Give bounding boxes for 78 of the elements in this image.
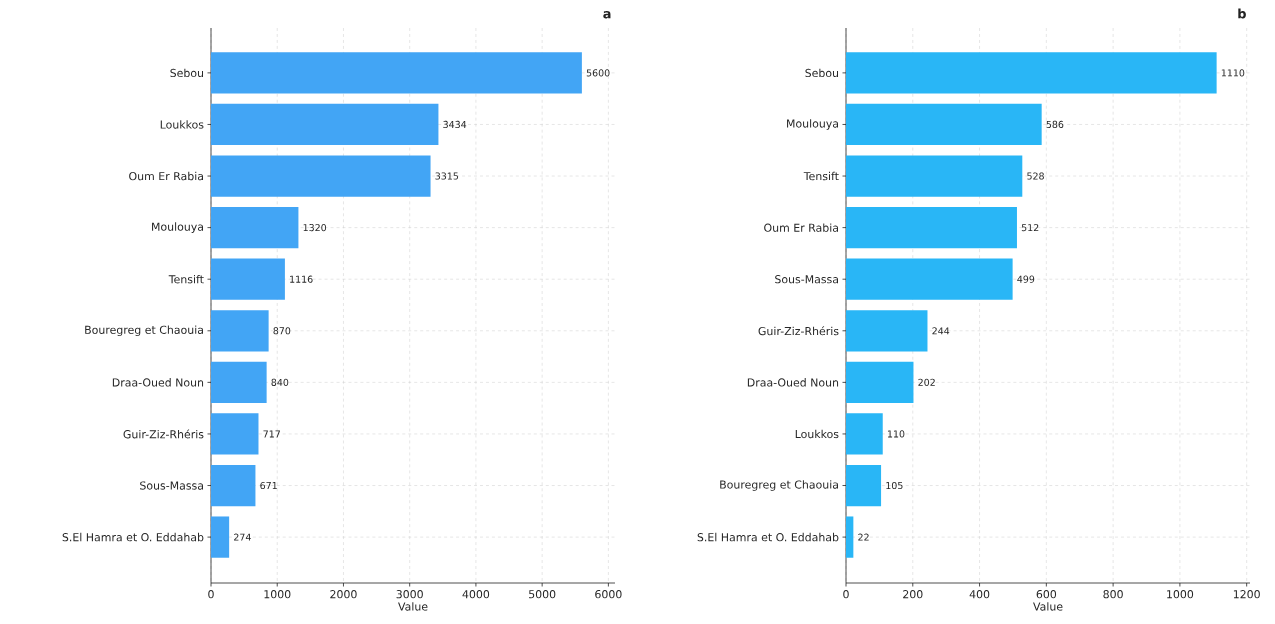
bar: [846, 52, 1217, 94]
bar: [211, 464, 256, 507]
data-label: 5600: [586, 69, 610, 77]
x-tick-label: 1000: [264, 590, 291, 599]
bar: [846, 310, 928, 352]
data-label: 717: [263, 430, 280, 438]
y-tick-label: Sous-Massa: [775, 275, 838, 284]
x-tick-label: 6000: [595, 590, 622, 599]
y-tick-label: S.El Hamra et O. Eddahab: [62, 532, 204, 542]
bar: [846, 516, 854, 558]
bar: [846, 413, 883, 455]
data-label: 870: [273, 327, 291, 335]
bar: [211, 413, 259, 455]
bar: [211, 361, 267, 403]
y-tick-label: Moulouya: [152, 222, 203, 233]
y-tick-label: Tensift: [168, 274, 204, 284]
y-tick-label: Guir-Ziz-Rhéris: [123, 429, 204, 439]
data-label: 22: [858, 533, 869, 541]
data-label: 202: [918, 378, 935, 386]
data-label: 105: [886, 481, 903, 490]
data-label: 499: [1017, 275, 1035, 283]
bar: [846, 206, 1017, 249]
y-tick-label: Sous-Massa: [140, 481, 203, 490]
y-tick-label: Sebou: [170, 68, 203, 78]
data-label: 274: [234, 533, 251, 541]
data-label: 110: [887, 430, 905, 438]
bar: [846, 103, 1042, 146]
x-tick-label: 800: [1103, 590, 1123, 599]
data-label: 3434: [443, 120, 467, 129]
bar: [846, 361, 914, 403]
data-label: 586: [1046, 120, 1064, 129]
x-tick-label: 0: [843, 590, 849, 599]
y-tick-label: Oum Er Rabia: [129, 171, 203, 181]
y-tick-label: Sebou: [805, 68, 838, 78]
chart-title: b: [1238, 8, 1246, 19]
x-tick-label: 2000: [330, 590, 357, 599]
bar: [211, 258, 285, 300]
data-label: 1320: [303, 224, 327, 232]
x-tick-label: 600: [1036, 590, 1057, 599]
data-label: 1116: [290, 275, 313, 283]
x-tick-label: 0: [208, 590, 214, 599]
y-tick-label: Draa-Oued Noun: [112, 378, 204, 387]
y-tick-label: Guir-Ziz-Rhéris: [758, 326, 839, 336]
bar: [211, 310, 269, 352]
bar: [211, 52, 582, 94]
y-tick-label: Loukkos: [795, 429, 839, 439]
x-tick-label: 200: [903, 590, 923, 599]
y-tick-label: S.El Hamra et O. Eddahab: [697, 532, 839, 542]
bar: [211, 103, 439, 146]
data-label: 512: [1021, 224, 1039, 232]
y-tick-label: Bouregreg et Chaouia: [720, 480, 838, 491]
data-label: 244: [932, 327, 950, 335]
y-tick-label: Oum Er Rabia: [764, 223, 838, 232]
x-tick-label: 4000: [462, 590, 490, 599]
data-label: 528: [1027, 172, 1044, 180]
bar: [211, 206, 299, 249]
bar: [211, 516, 230, 558]
x-axis-title: Value: [1033, 602, 1063, 611]
bar: [846, 258, 1013, 300]
x-tick-label: 1200: [1233, 590, 1260, 599]
data-label: 840: [271, 378, 289, 386]
x-axis-title: Value: [398, 602, 428, 611]
bar: [846, 155, 1023, 197]
y-tick-label: Tensift: [803, 171, 839, 181]
y-tick-label: Loukkos: [160, 120, 204, 129]
x-tick-label: 1000: [1167, 590, 1194, 599]
bar: [211, 155, 431, 197]
data-label: 3315: [435, 172, 459, 180]
y-tick-label: Bouregreg et Chaouia: [85, 325, 203, 337]
y-tick-label: Moulouya: [787, 119, 839, 130]
data-label: 671: [260, 481, 277, 490]
data-label: 1110: [1221, 69, 1245, 77]
x-tick-label: 5000: [529, 590, 556, 599]
bar: [846, 464, 882, 507]
y-tick-label: Draa-Oued Noun: [747, 378, 839, 387]
chart-title: a: [603, 11, 611, 19]
x-tick-label: 3000: [396, 590, 423, 599]
x-tick-label: 400: [969, 590, 990, 599]
